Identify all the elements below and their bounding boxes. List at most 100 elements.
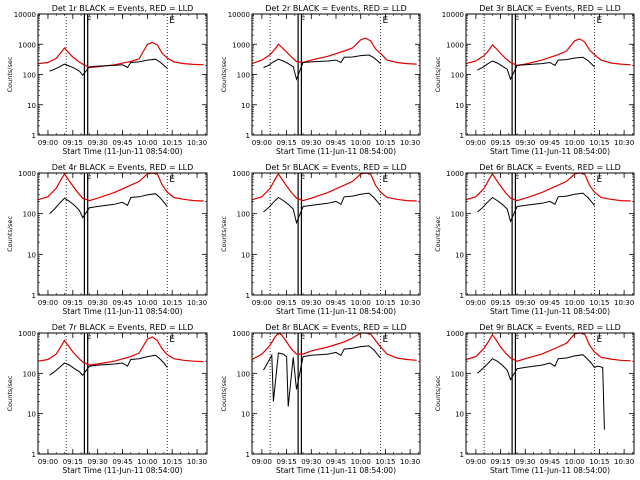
events-series-line (263, 54, 381, 81)
plot-frame (465, 172, 635, 296)
x-tick-label: 10:00 (351, 458, 371, 466)
event-marker-label: E (596, 175, 602, 185)
x-tick-label: 10:30 (400, 139, 420, 147)
panel-title: Det 1r BLACK = Events, RED = LLD (52, 4, 194, 13)
panel-det-3: Det 3r BLACK = Events, RED = LLD Counts/s… (434, 4, 635, 156)
x-tick-label: 09:30 (88, 139, 108, 147)
x-tick-label: 09:15 (490, 139, 510, 147)
x-tick-label: 09:30 (515, 139, 535, 147)
event-marker-label: F (300, 335, 305, 345)
y-tick-label: 1 (32, 132, 36, 140)
y-tick-label: 1 (460, 292, 464, 300)
y-tick-label: 10 (27, 251, 36, 259)
y-tick-label: 1 (246, 292, 250, 300)
y-tick-label: 10000 (442, 11, 464, 19)
y-axis-label: Counts/sec (434, 216, 442, 252)
event-marker-label: F (86, 175, 91, 185)
event-marker-label: F (514, 16, 519, 26)
y-tick-label: 1000 (446, 330, 464, 338)
x-axis-label: Start Time (11-Jun-11 08:54:00) (63, 466, 183, 475)
event-marker-label: F (514, 335, 519, 345)
x-tick-label: 09:00 (38, 139, 58, 147)
x-tick-label: 10:15 (162, 139, 182, 147)
event-marker-label: E (596, 335, 602, 345)
event-marker-label: E (169, 175, 175, 185)
x-tick-label: 10:00 (351, 139, 371, 147)
x-tick-label: 09:00 (38, 458, 58, 466)
panel-det-1: Det 1r BLACK = Events, RED = LLD Counts/s… (6, 4, 208, 156)
y-tick-label: 100 (451, 72, 464, 80)
panel-title: Det 6r BLACK = Events, RED = LLD (479, 163, 621, 172)
x-tick-label: 10:00 (137, 139, 157, 147)
panel-det-7: Det 7r BLACK = Events, RED = LLD Counts/s… (6, 323, 208, 475)
x-tick-label: 09:30 (515, 458, 535, 466)
events-series-line (263, 192, 381, 225)
panel-det-2: Det 2r BLACK = Events, RED = LLD Counts/s… (220, 4, 421, 156)
events-series-line (49, 354, 168, 376)
x-tick-label: 09:00 (38, 299, 58, 307)
x-axis-label: Start Time (11-Jun-11 08:54:00) (276, 147, 396, 156)
panel-det-4: Det 4r BLACK = Events, RED = LLD Counts/s… (6, 163, 208, 316)
plot-frame (251, 13, 421, 136)
x-axis-label: Start Time (11-Jun-11 08:54:00) (490, 147, 610, 156)
event-marker-label: E (169, 16, 175, 26)
y-tick-label: 100 (23, 370, 36, 378)
y-tick-label: 1000 (446, 41, 464, 49)
x-tick-label: 09:15 (276, 458, 296, 466)
event-marker-label: E (596, 16, 602, 26)
x-tick-label: 09:15 (63, 299, 83, 307)
lld-series-line (37, 172, 204, 202)
y-axis-label: Counts/sec (6, 375, 14, 411)
panel-title: Det 2r BLACK = Events, RED = LLD (265, 4, 407, 13)
panel-det-8: Det 8r BLACK = Events, RED = LLD Counts/s… (220, 323, 421, 475)
lld-series-line (37, 336, 204, 366)
panel-title: Det 7r BLACK = Events, RED = LLD (52, 323, 194, 332)
x-axis-label: Start Time (11-Jun-11 08:54:00) (276, 466, 396, 475)
x-tick-label: 09:30 (88, 458, 108, 466)
x-tick-label: 10:30 (614, 458, 634, 466)
lld-series-line (465, 332, 631, 362)
y-tick-label: 100 (23, 211, 36, 219)
lld-series-line (465, 38, 631, 67)
x-tick-label: 10:30 (187, 299, 207, 307)
y-tick-label: 10000 (14, 11, 36, 19)
events-series-line (477, 354, 605, 430)
y-tick-label: 10 (241, 102, 250, 110)
x-tick-label: 10:15 (375, 458, 395, 466)
y-tick-label: 10 (27, 102, 36, 110)
x-tick-label: 09:30 (301, 458, 321, 466)
x-tick-label: 10:15 (162, 458, 182, 466)
y-tick-label: 1 (460, 132, 464, 140)
plot-frame (37, 332, 208, 455)
panel-title: Det 5r BLACK = Events, RED = LLD (265, 163, 407, 172)
plot-frame (465, 332, 635, 455)
y-tick-label: 10 (241, 411, 250, 419)
x-tick-label: 09:00 (252, 139, 272, 147)
x-tick-label: 10:00 (565, 139, 585, 147)
lld-series-line (251, 172, 417, 202)
y-tick-label: 1 (32, 451, 36, 459)
x-tick-label: 09:45 (540, 458, 560, 466)
x-axis-label: Start Time (11-Jun-11 08:54:00) (276, 307, 396, 316)
y-tick-label: 100 (237, 72, 250, 80)
y-tick-label: 1000 (18, 41, 36, 49)
x-tick-label: 10:15 (375, 139, 395, 147)
y-tick-label: 100 (23, 72, 36, 80)
y-tick-label: 1000 (446, 170, 464, 178)
x-tick-label: 09:45 (540, 299, 560, 307)
x-tick-label: 09:45 (112, 458, 132, 466)
x-tick-label: 09:00 (252, 458, 272, 466)
x-tick-label: 10:30 (614, 139, 634, 147)
x-tick-label: 10:00 (137, 458, 157, 466)
panel-title: Det 9r BLACK = Events, RED = LLD (479, 323, 621, 332)
y-tick-label: 10 (27, 411, 36, 419)
panel-title: Det 3r BLACK = Events, RED = LLD (479, 4, 621, 13)
y-tick-label: 1000 (232, 41, 250, 49)
y-tick-label: 1 (246, 451, 250, 459)
x-tick-label: 09:00 (252, 299, 272, 307)
x-tick-label: 10:00 (351, 299, 371, 307)
y-tick-label: 10 (455, 251, 464, 259)
y-tick-label: 10000 (228, 11, 250, 19)
